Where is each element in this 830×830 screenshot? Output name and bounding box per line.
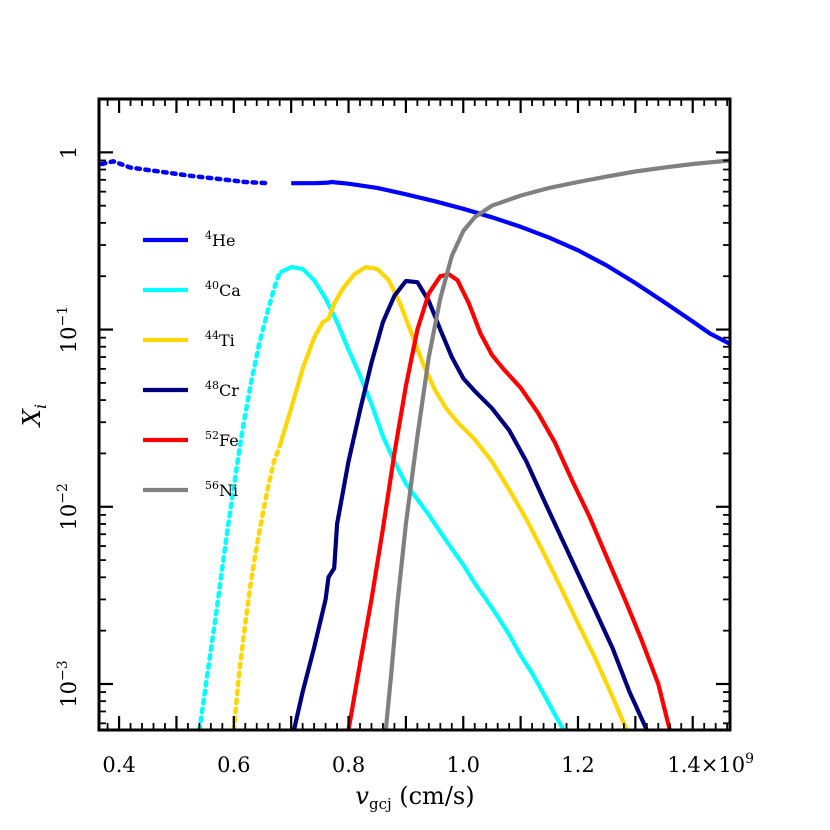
series-layer bbox=[99, 158, 730, 730]
x-tick-label: 1.0 bbox=[447, 753, 480, 777]
legend-label-52fe: 52Fe bbox=[205, 429, 239, 450]
y-tick-label: 10−2 bbox=[55, 483, 81, 530]
legend-label-56ni: 56Ni bbox=[205, 479, 238, 500]
series-48cr bbox=[291, 278, 649, 730]
legend-label-40ca: 40Ca bbox=[205, 279, 241, 300]
x-tick-label: 0.8 bbox=[332, 753, 365, 777]
legend-label-44ti: 44Ti bbox=[205, 329, 235, 350]
x-axis-label: vgcj (cm/s) bbox=[355, 782, 474, 813]
x-tick-label: 0.6 bbox=[217, 753, 250, 777]
x-tick-label: 1.2 bbox=[561, 753, 594, 777]
y-axis-label: Xi bbox=[18, 404, 50, 428]
y-tick-label: 10−3 bbox=[55, 660, 81, 707]
series-40ca bbox=[278, 265, 566, 730]
x-scale-label: 1.4×109 bbox=[667, 751, 754, 777]
labels-layer: 0.4 0.6 0.8 1.0 1.2 1 10−1 10−2 10−3 bbox=[55, 146, 595, 777]
y-tick-label: 10−1 bbox=[55, 306, 81, 353]
ticks-layer bbox=[99, 98, 730, 730]
series-4he-dotted bbox=[99, 158, 271, 186]
legend-label-48cr: 48Cr bbox=[205, 379, 239, 400]
series-4he bbox=[291, 179, 730, 346]
series-52fe bbox=[346, 272, 672, 730]
plot-frame bbox=[97, 97, 732, 732]
x-tick-label: 0.4 bbox=[102, 753, 135, 777]
legend: 4He 40Ca 44Ti 48Cr 52Fe 56Ni bbox=[143, 229, 241, 500]
legend-label-4he: 4He bbox=[205, 229, 235, 250]
y-tick-label: 1 bbox=[57, 146, 81, 159]
series-56ni bbox=[383, 158, 730, 730]
series-44ti bbox=[277, 265, 629, 730]
series-40ca-dotted bbox=[197, 270, 282, 730]
series-44ti-dotted bbox=[231, 443, 282, 730]
